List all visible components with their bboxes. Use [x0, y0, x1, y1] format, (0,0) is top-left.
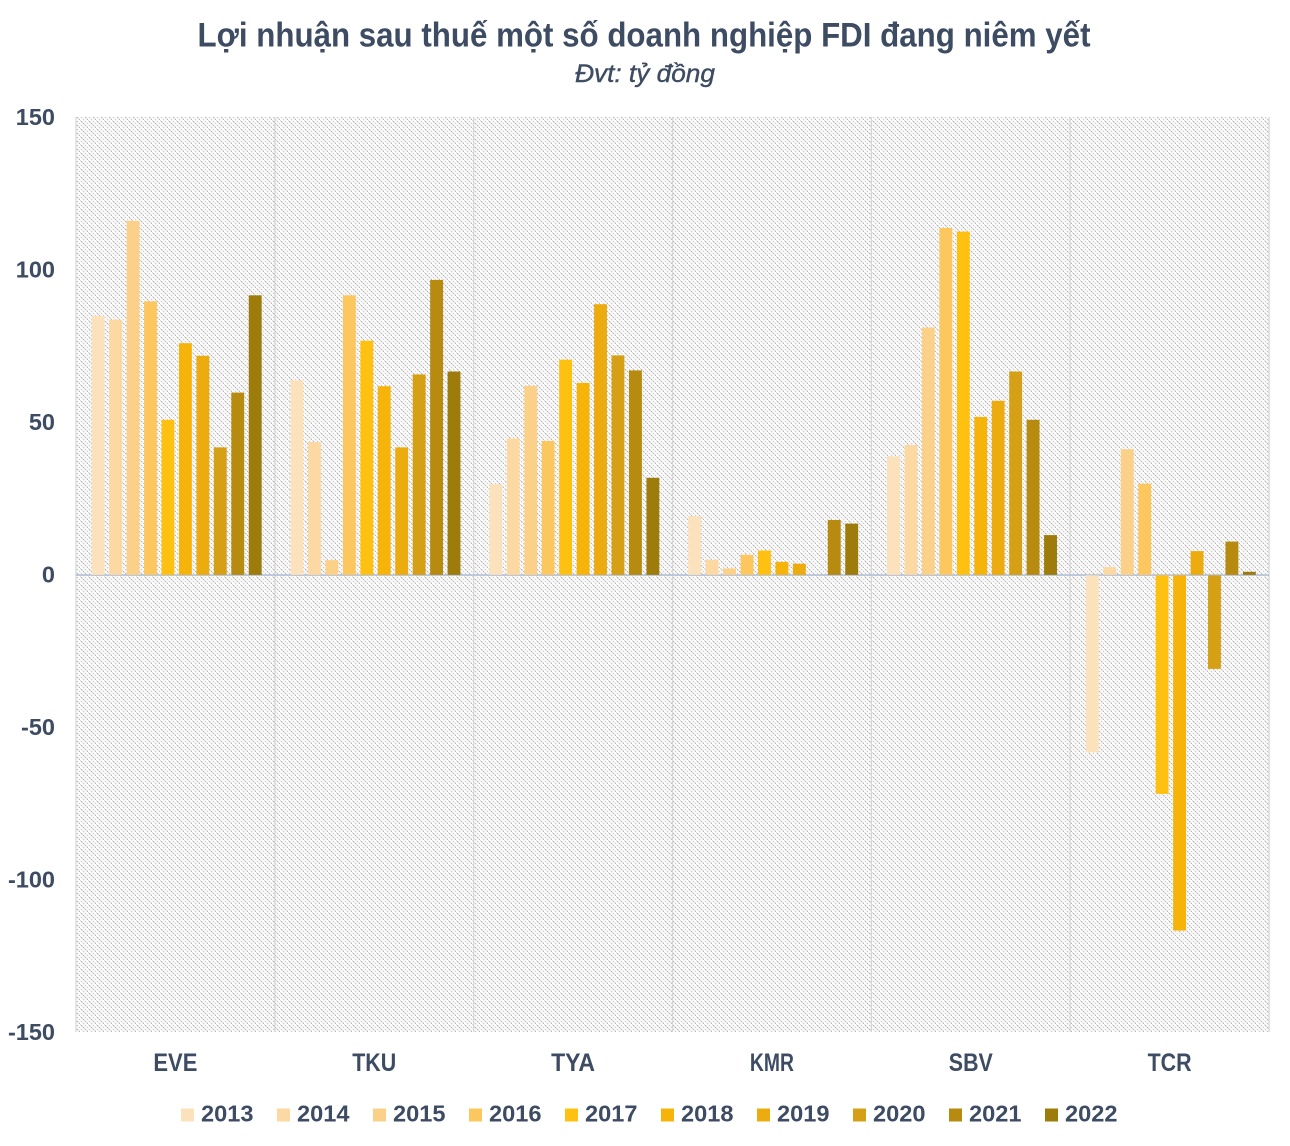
svg-text:2020: 2020 — [873, 1101, 926, 1127]
svg-text:SBV: SBV — [949, 1049, 993, 1077]
svg-text:150: 150 — [16, 104, 55, 130]
svg-text:TCR: TCR — [1148, 1049, 1192, 1077]
svg-text:2013: 2013 — [201, 1101, 254, 1127]
svg-text:Đvt: tỷ đồng: Đvt: tỷ đồng — [575, 60, 715, 88]
svg-text:TYA: TYA — [551, 1049, 595, 1077]
svg-text:2015: 2015 — [393, 1101, 446, 1127]
svg-text:Lợi nhuận sau thuế một số doan: Lợi nhuận sau thuế một số doanh nghiệp F… — [198, 17, 1091, 55]
svg-text:2019: 2019 — [777, 1101, 830, 1127]
svg-text:2021: 2021 — [969, 1101, 1022, 1127]
svg-text:2016: 2016 — [489, 1101, 542, 1127]
svg-text:0: 0 — [42, 562, 55, 588]
svg-text:2018: 2018 — [681, 1101, 734, 1127]
svg-text:2017: 2017 — [585, 1101, 638, 1127]
svg-text:50: 50 — [29, 409, 55, 435]
svg-text:TKU: TKU — [352, 1049, 396, 1077]
svg-text:2022: 2022 — [1065, 1101, 1118, 1127]
svg-text:EVE: EVE — [153, 1049, 197, 1077]
svg-text:-150: -150 — [8, 1019, 55, 1045]
svg-text:2014: 2014 — [297, 1101, 350, 1127]
svg-text:100: 100 — [16, 257, 55, 283]
svg-text:KMR: KMR — [750, 1049, 794, 1077]
svg-text:-50: -50 — [21, 714, 55, 740]
svg-text:-100: -100 — [8, 867, 55, 893]
